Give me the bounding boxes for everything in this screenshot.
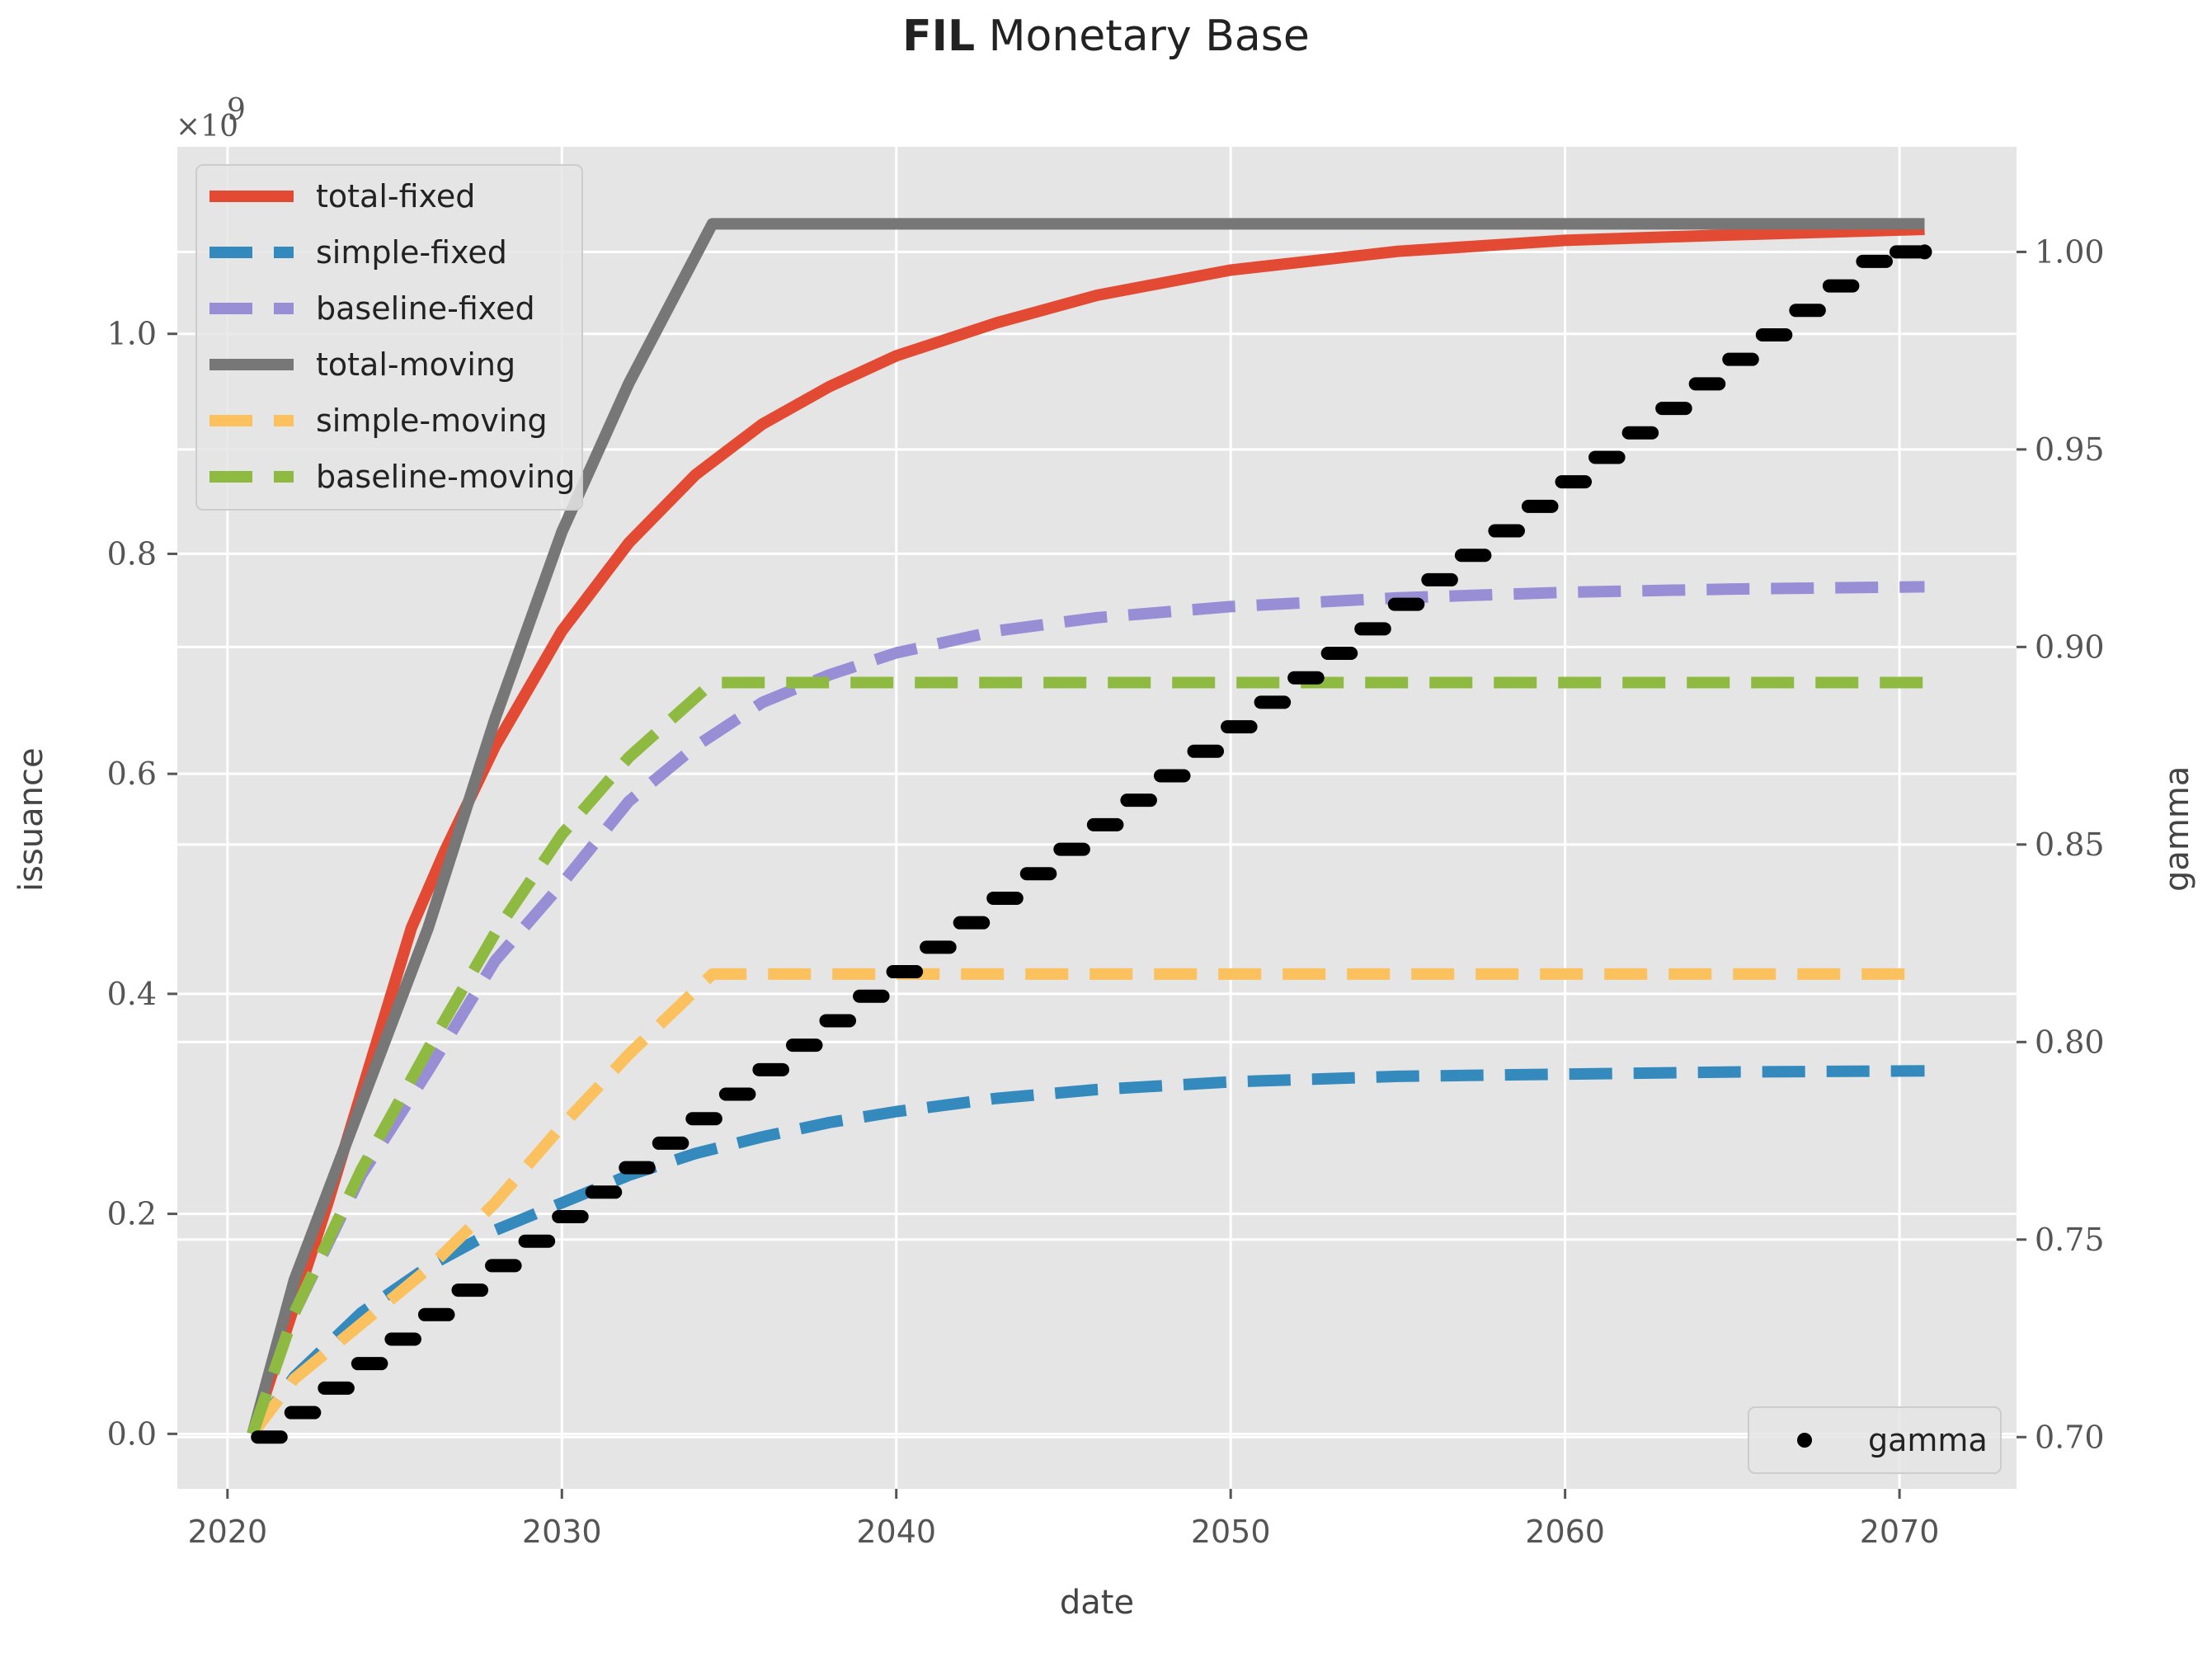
- legend-label-baseline-moving: baseline-moving: [316, 459, 575, 495]
- y2-tick-label: 0.75: [2035, 1222, 2105, 1258]
- gamma-marker-end: [1917, 244, 1932, 260]
- y-tick-label: 0.4: [107, 976, 157, 1012]
- y2-tick-label: 0.80: [2035, 1024, 2105, 1060]
- x-tick-label: 2060: [1525, 1514, 1605, 1550]
- gamma-legend-marker: [1797, 1433, 1812, 1448]
- y-multiplier: ×10: [176, 110, 238, 144]
- gamma-legend-box: [1748, 1406, 2002, 1474]
- x-tick-label: 2040: [856, 1514, 936, 1550]
- y-tick-label: 0.0: [107, 1415, 157, 1452]
- x-tick-label: 2070: [1860, 1514, 1940, 1550]
- x-tick-label: 2030: [522, 1514, 602, 1550]
- y-tick-label: 1.0: [107, 316, 157, 352]
- legend-label-baseline-fixed: baseline-fixed: [316, 290, 535, 327]
- chart-title-rest: Monetary Base: [988, 12, 1310, 61]
- y2-tick-label: 0.70: [2035, 1419, 2105, 1455]
- y-tick-label: 0.6: [107, 756, 157, 792]
- series-line-simple-moving: [247, 968, 1925, 1438]
- legend-label-total-fixed: total-fixed: [316, 178, 475, 214]
- series-line-total-moving: [247, 218, 1925, 1436]
- y-tick-label: 0.2: [107, 1196, 157, 1232]
- y2-tick-label: 1.00: [2035, 233, 2105, 270]
- x-axis-label: date: [1059, 1584, 1135, 1622]
- series-line-baseline-moving: [247, 676, 1925, 1436]
- y2-tick-label: 0.95: [2035, 431, 2105, 468]
- series-line-baseline-fixed: [247, 581, 1925, 1436]
- series-line-total-fixed: [247, 224, 1925, 1436]
- gamma-legend-label: gamma: [1868, 1422, 1988, 1458]
- legend-label-simple-fixed: simple-fixed: [316, 234, 507, 271]
- x-tick-label: 2020: [187, 1514, 267, 1550]
- chart-title-bold: FIL: [902, 12, 976, 61]
- y2-tick-label: 0.90: [2035, 629, 2105, 665]
- y-multiplier-exponent: 9: [227, 93, 246, 127]
- x-tick-label: 2050: [1191, 1514, 1271, 1550]
- y-tick-label: 0.8: [107, 535, 157, 572]
- legend-label-simple-moving: simple-moving: [316, 403, 548, 439]
- chart-title: FIL Monetary Base: [0, 12, 2212, 61]
- legend-label-total-moving: total-moving: [316, 346, 515, 383]
- y2-tick-label: 0.85: [2035, 826, 2105, 863]
